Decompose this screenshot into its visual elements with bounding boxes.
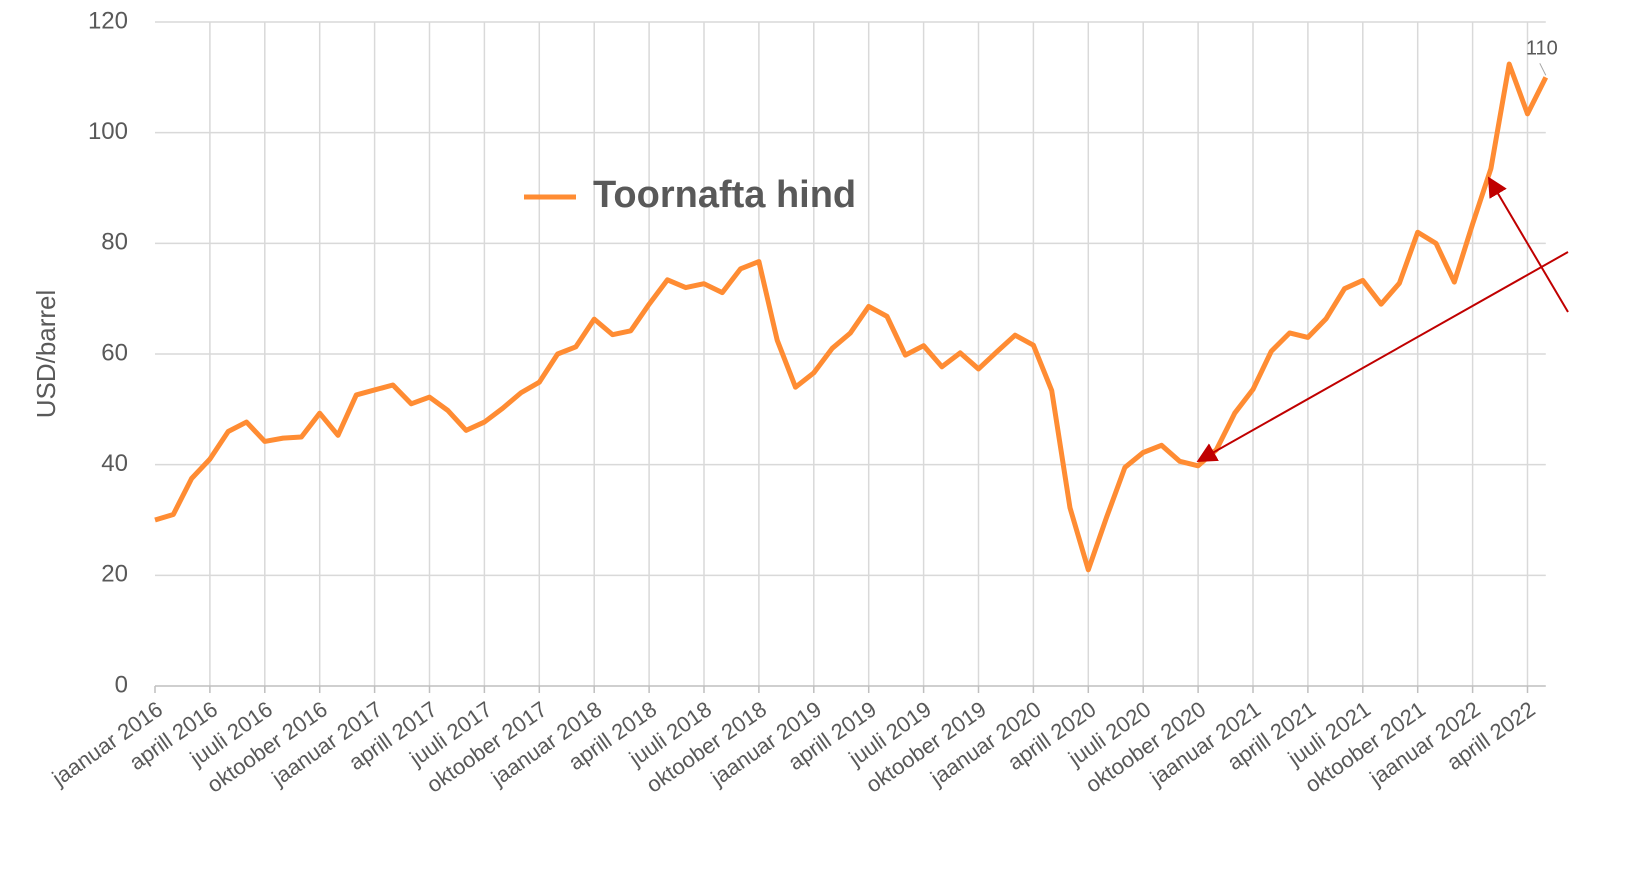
y-tick-label: 120: [88, 7, 128, 34]
data-label-leader: [1539, 63, 1547, 76]
line-series: [154, 61, 1549, 573]
annotation-arrow: [1487, 176, 1569, 313]
legend-label: Toornafta hind: [593, 174, 856, 216]
data-label: 110: [1526, 38, 1558, 60]
y-tick-label: 100: [88, 118, 128, 145]
y-tick-label: 80: [101, 229, 128, 256]
y-tick-label: 20: [101, 561, 128, 588]
annotation-arrow: [1196, 251, 1569, 462]
y-tick-label: 40: [101, 450, 128, 477]
y-axis-label: USD/barrel: [31, 290, 61, 419]
y-tick-label: 0: [115, 671, 128, 698]
y-tick-label: 60: [101, 339, 128, 366]
